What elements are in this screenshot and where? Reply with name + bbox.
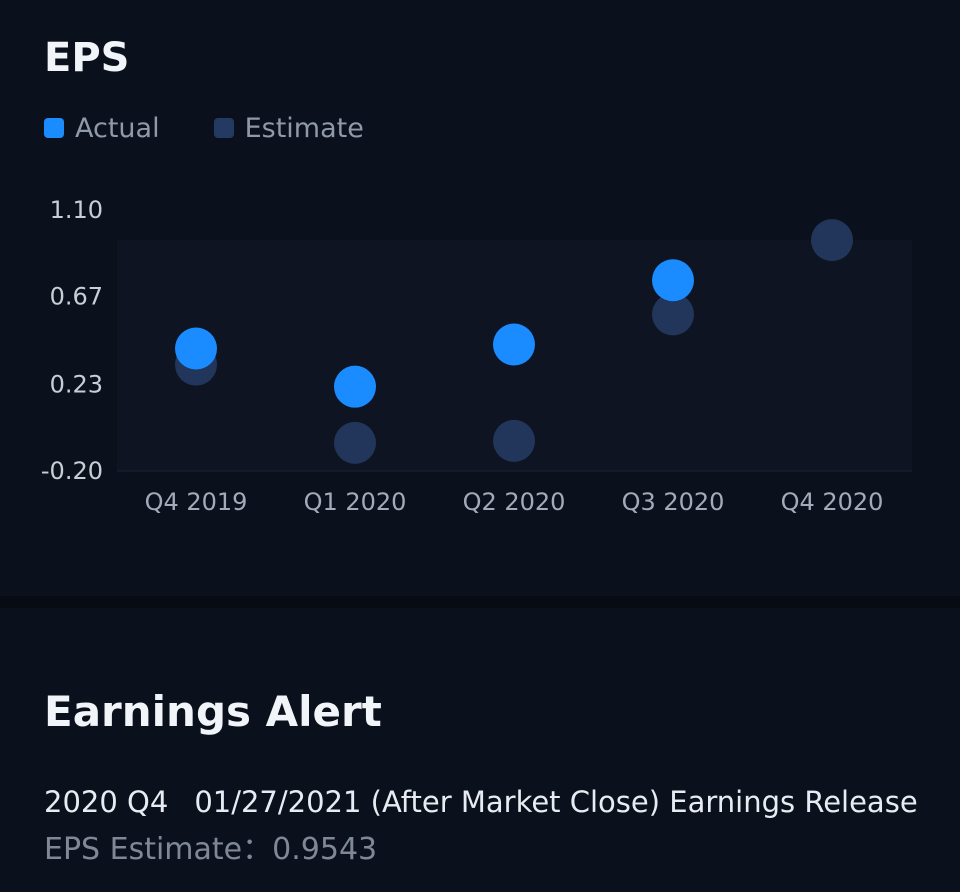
y-tick-label: 1.10 [50, 196, 103, 224]
actual-point-q2-2020[interactable] [493, 323, 535, 366]
actual-point-q1-2020[interactable] [334, 365, 376, 408]
x-tick-label: Q1 2020 [304, 488, 407, 516]
estimate-point-q1-2020[interactable] [334, 421, 376, 464]
eps-card: EPS Actual Estimate 1.10 0.67 0.23 -0.20 Q4… [40, 35, 912, 516]
eps-estimate-label: EPS Estimate [44, 832, 243, 867]
actual-point-q3-2020[interactable] [652, 259, 694, 302]
x-tick-label: Q4 2019 [145, 488, 248, 516]
legend-swatch-actual [44, 118, 64, 138]
y-tick-label: 0.23 [50, 371, 103, 399]
earnings-release-line: 2020 Q4 01/27/2021 (After Market Close) E… [44, 782, 918, 822]
earnings-alert-card: Earnings Alert 2020 Q4 01/27/2021 (After … [0, 608, 960, 892]
y-tick-label: -0.20 [41, 457, 103, 485]
estimate-point-q2-2020[interactable] [493, 419, 535, 462]
eps-estimate-separator: ： [242, 832, 273, 867]
x-tick-label: Q4 2020 [781, 488, 884, 516]
y-tick-label: 0.67 [50, 282, 103, 310]
legend-item-actual[interactable]: Actual [44, 113, 160, 144]
legend-item-estimate[interactable]: Estimate [213, 112, 364, 144]
alert-quarter: 2020 Q4 [44, 785, 169, 819]
alert-release-text: 01/27/2021 (After Market Close) Earnings… [194, 785, 918, 819]
estimate-point-q3-2020[interactable] [652, 293, 694, 336]
legend-label-estimate: Estimate [244, 112, 364, 144]
estimate-point-q4-2020[interactable] [811, 219, 853, 262]
legend-swatch-estimate [213, 118, 234, 138]
eps-estimate-value: 0.9543 [272, 832, 378, 867]
x-tick-label: Q2 2020 [463, 488, 566, 516]
eps-title: EPS [44, 35, 130, 81]
chart-legend: Actual Estimate [44, 110, 418, 146]
legend-label-actual: Actual [75, 112, 160, 144]
eps-scatter-chart: 1.10 0.67 0.23 -0.20 Q4 2019 Q1 2020 Q2 2020 Q… [41, 196, 912, 516]
earnings-alert-title: Earnings Alert [44, 687, 382, 736]
actual-point-q4-2019[interactable] [175, 327, 217, 370]
section-divider [0, 596, 960, 608]
x-tick-label: Q3 2020 [622, 488, 725, 516]
eps-estimate-line: EPS Estimate：0.9543 [44, 830, 377, 870]
